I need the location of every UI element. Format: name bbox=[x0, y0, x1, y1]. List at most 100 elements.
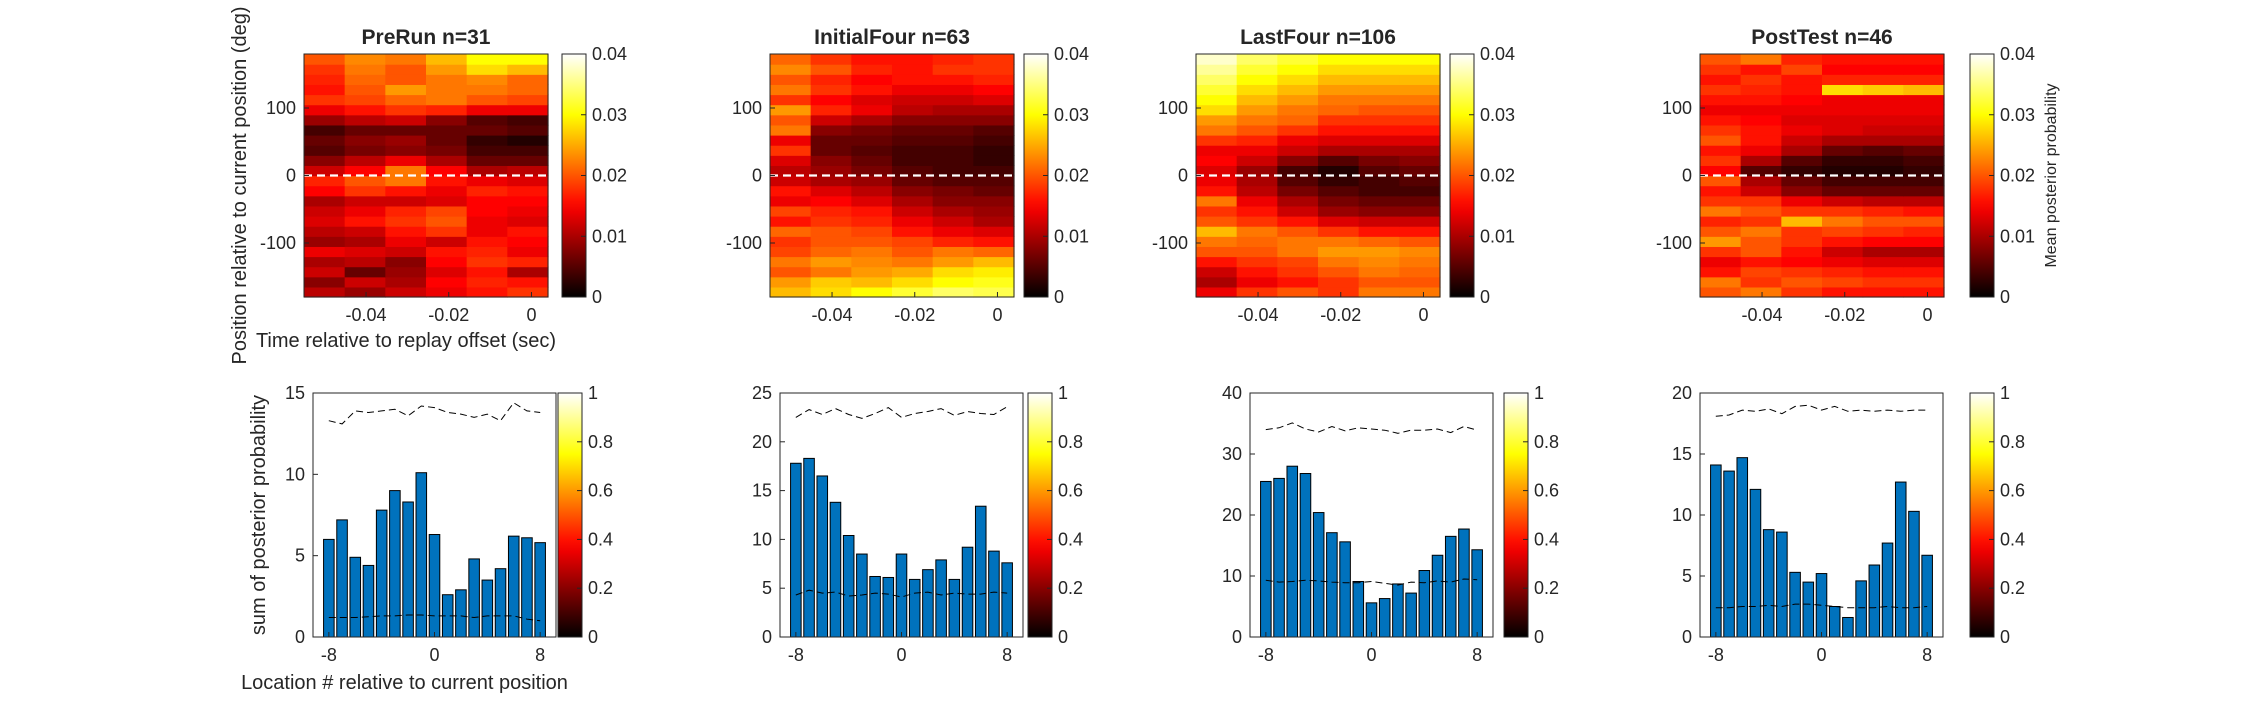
heatmap-cell bbox=[892, 74, 934, 85]
heatmap-cell bbox=[1277, 286, 1319, 298]
heatmap-cell bbox=[507, 195, 549, 207]
heatmap-cell bbox=[1236, 145, 1278, 156]
y-axis-label: Position relative to current position (d… bbox=[229, 7, 251, 365]
heatmap-cell bbox=[810, 195, 852, 207]
heatmap-cell bbox=[507, 226, 549, 237]
lower-dashed-line bbox=[795, 589, 1008, 598]
heatmap-cell bbox=[1822, 74, 1864, 85]
y-tick-label: 0 bbox=[1178, 166, 1188, 186]
heatmap-cell bbox=[1740, 216, 1782, 227]
heatmap-cell bbox=[810, 175, 852, 187]
y-tick-label: 25 bbox=[752, 383, 772, 403]
heatmap-cell bbox=[770, 74, 812, 85]
bar bbox=[1273, 477, 1285, 638]
heatmap-cell bbox=[1196, 124, 1238, 136]
heatmap-cell bbox=[1399, 145, 1441, 156]
heatmap-cell bbox=[973, 54, 1015, 65]
heatmap-cell bbox=[1700, 195, 1742, 207]
x-axis-label: Time relative to replay offset (sec) bbox=[256, 330, 556, 352]
heatmap-cell bbox=[385, 256, 427, 268]
heatmap-cell bbox=[385, 266, 427, 278]
bar-series bbox=[1710, 457, 1933, 638]
heatmap-cell bbox=[1277, 276, 1319, 288]
heatmap-cell bbox=[973, 175, 1015, 187]
heatmap-panel bbox=[1196, 54, 1441, 298]
bar bbox=[1776, 531, 1788, 638]
heatmap-cell bbox=[1236, 135, 1278, 146]
bar bbox=[1921, 554, 1933, 638]
heatmap-cell bbox=[1196, 135, 1238, 146]
x-tick-label: -8 bbox=[321, 645, 337, 665]
heatmap-cell bbox=[466, 236, 508, 247]
heatmap-cell bbox=[344, 175, 386, 187]
colorbar-tick-label: 0.4 bbox=[1534, 529, 1559, 549]
heatmap-cell bbox=[1822, 195, 1864, 207]
heatmap-cell bbox=[507, 185, 549, 197]
heatmap-cell bbox=[466, 84, 508, 96]
bar bbox=[1749, 488, 1762, 638]
heatmap-cell bbox=[1903, 175, 1945, 187]
heatmap-cell bbox=[1358, 165, 1400, 177]
heatmap-cell bbox=[770, 94, 812, 106]
colorbar-tick-label: 0.6 bbox=[588, 481, 613, 501]
heatmap-cell bbox=[426, 74, 468, 85]
heatmap-cell bbox=[973, 185, 1015, 197]
colorbar-tick-label: 1 bbox=[1058, 383, 1068, 403]
heatmap-cell bbox=[1358, 246, 1400, 258]
heatmap-cell bbox=[507, 216, 549, 227]
heatmap-cell bbox=[344, 266, 386, 278]
heatmap-cell bbox=[466, 94, 508, 106]
heatmap-cell bbox=[1236, 54, 1278, 65]
heatmap-cell bbox=[810, 104, 852, 116]
heatmap-cell bbox=[851, 226, 893, 237]
heatmap-cell bbox=[973, 135, 1015, 146]
heatmap-cell bbox=[507, 74, 549, 85]
heatmap-cell bbox=[344, 124, 386, 136]
heatmap-cell bbox=[304, 286, 346, 298]
heatmap-cell bbox=[1903, 216, 1945, 227]
heatmap-cell bbox=[426, 165, 468, 177]
heatmap-cell bbox=[1318, 276, 1360, 288]
colorbar-tick-label: 0.03 bbox=[592, 105, 627, 125]
heatmap-cell bbox=[810, 64, 852, 75]
heatmap-cell bbox=[304, 195, 346, 207]
heatmap-cell bbox=[1822, 185, 1864, 197]
heatmap-cell bbox=[1740, 276, 1782, 288]
heatmap-cell bbox=[304, 145, 346, 156]
heatmap-cell bbox=[1318, 226, 1360, 237]
heatmap-cell bbox=[1903, 165, 1945, 177]
heatmap-cell bbox=[810, 114, 852, 126]
heatmap-cell bbox=[973, 286, 1015, 298]
heatmap-cell bbox=[1822, 64, 1864, 75]
heatmap-cell bbox=[1399, 114, 1441, 126]
y-tick-label: 0 bbox=[1682, 166, 1692, 186]
heatmap-cell bbox=[1358, 84, 1400, 96]
bar bbox=[922, 569, 934, 638]
heatmap-cell bbox=[973, 114, 1015, 126]
heatmap-cell bbox=[1700, 236, 1742, 247]
heatmap-cell bbox=[1277, 84, 1319, 96]
x-tick-label: -0.04 bbox=[1238, 305, 1279, 325]
heatmap-cell bbox=[851, 84, 893, 96]
heatmap-cell bbox=[426, 226, 468, 237]
heatmap-cell bbox=[1700, 74, 1742, 85]
heatmap-cell bbox=[932, 94, 974, 106]
heatmap-cell bbox=[892, 205, 934, 217]
heatmap-cell bbox=[1822, 205, 1864, 217]
bar bbox=[1723, 470, 1735, 638]
bar bbox=[974, 505, 987, 638]
heatmap-cell bbox=[892, 256, 934, 268]
heatmap-cell bbox=[385, 54, 427, 65]
heatmap-cell bbox=[1358, 175, 1400, 187]
bar bbox=[534, 542, 546, 638]
y-tick-label: 20 bbox=[1672, 383, 1692, 403]
bar bbox=[1326, 532, 1338, 638]
heatmap-cell bbox=[1236, 256, 1278, 268]
heatmap-cell bbox=[851, 64, 893, 75]
heatmap-cell bbox=[932, 276, 974, 288]
y-tick-label: 10 bbox=[752, 529, 772, 549]
heatmap-cell bbox=[1903, 246, 1945, 258]
heatmap-cell bbox=[1862, 286, 1904, 298]
bar-series bbox=[790, 457, 1013, 638]
heatmap-cell bbox=[1822, 104, 1864, 116]
